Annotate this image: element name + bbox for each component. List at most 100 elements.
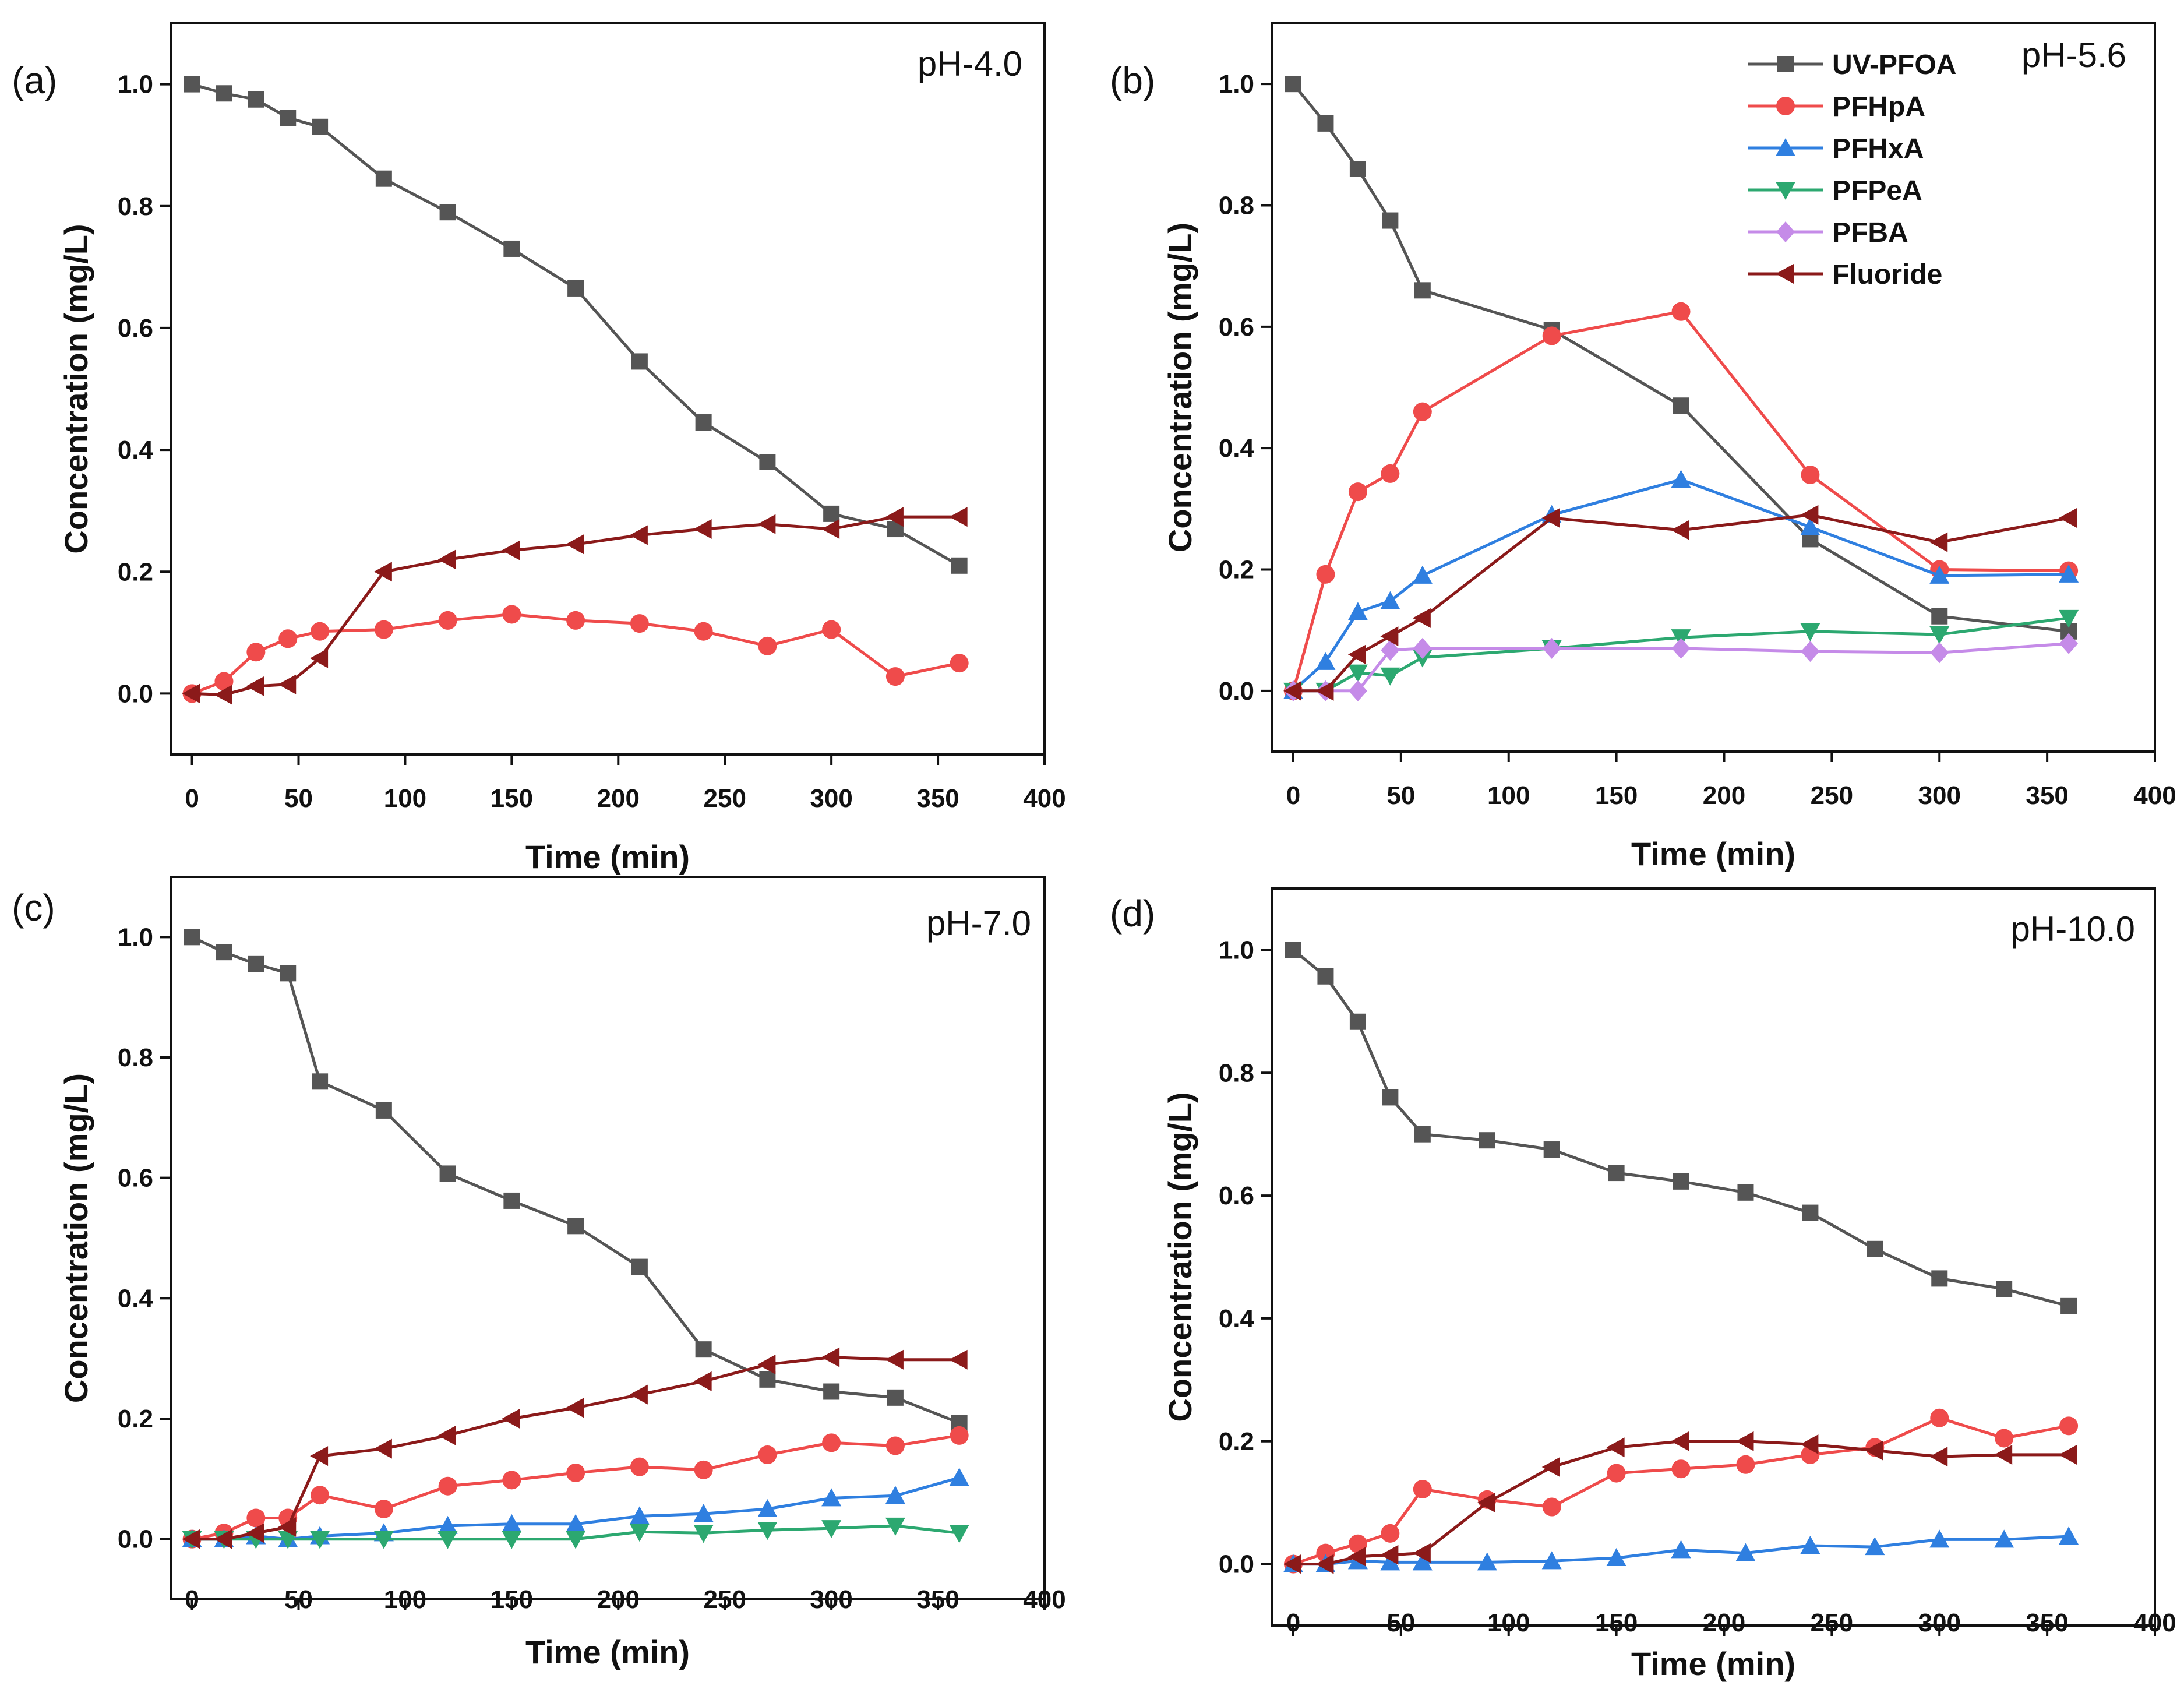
data-point-uv-pfoa bbox=[280, 965, 297, 982]
data-point-pfhxa bbox=[1865, 1537, 1885, 1556]
y-tick-label: 0.8 bbox=[1219, 192, 1254, 220]
data-point-uv-pfoa bbox=[1608, 1165, 1625, 1182]
data-point-uv-pfoa bbox=[887, 1389, 904, 1406]
data-point-pfhxa bbox=[1671, 470, 1691, 488]
series-fluoride bbox=[182, 1347, 968, 1549]
data-point-pfhpa bbox=[1413, 402, 1432, 421]
chart-title: pH-7.0 bbox=[926, 904, 1031, 943]
data-point-fluoride bbox=[182, 1529, 200, 1549]
data-point-pfhpa bbox=[1413, 1479, 1432, 1498]
x-tick-label: 400 bbox=[2133, 1609, 2176, 1637]
series-line-uv-pfoa bbox=[1292, 949, 2069, 1308]
data-point-pfpea bbox=[2059, 609, 2079, 628]
y-tick-label: 0.8 bbox=[118, 192, 153, 221]
data-point-uv-pfoa bbox=[1414, 282, 1431, 299]
data-point-uv-pfoa bbox=[1931, 608, 1948, 625]
data-point-fluoride bbox=[373, 562, 392, 582]
data-point-pfhxa bbox=[629, 1506, 650, 1525]
data-point-fluoride bbox=[246, 676, 264, 696]
x-axis-title: Time (min) bbox=[525, 1634, 690, 1670]
chart-panel-a: 0 50 100 150 200 250 300 350 400 0.0 0.2 0.4 0.6 0.8 1… bbox=[12, 22, 1066, 875]
data-point-fluoride bbox=[757, 514, 776, 534]
data-point-pfhxa bbox=[1929, 1529, 1950, 1548]
data-point-uv-pfoa bbox=[248, 91, 264, 108]
data-point-pfhxa bbox=[1541, 1551, 1562, 1570]
data-point-pfba bbox=[1348, 680, 1367, 701]
data-point-fluoride bbox=[278, 674, 297, 694]
data-point-uv-pfoa bbox=[567, 1218, 584, 1235]
x-tick-label: 350 bbox=[2026, 1609, 2068, 1637]
data-point-fluoride bbox=[278, 1517, 297, 1537]
data-point-pfhpa bbox=[694, 1460, 713, 1479]
y-axis-title: Concentration (mg/L) bbox=[58, 1073, 94, 1403]
data-point-pfhpa bbox=[311, 1486, 330, 1505]
data-point-pfhpa bbox=[1930, 1408, 1949, 1427]
data-point-pfhpa bbox=[566, 611, 585, 630]
data-point-pfhpa bbox=[1671, 302, 1691, 321]
data-point-fluoride bbox=[1671, 520, 1689, 540]
data-point-uv-pfoa bbox=[1414, 1126, 1431, 1143]
data-point-fluoride bbox=[2059, 507, 2077, 528]
x-tick-label: 250 bbox=[704, 1585, 746, 1614]
data-point-uv-pfoa bbox=[823, 1383, 840, 1400]
data-point-pfhpa bbox=[1736, 1455, 1755, 1474]
series-fluoride bbox=[1283, 1431, 2077, 1574]
x-tick-label: 250 bbox=[1811, 1609, 1853, 1637]
data-point-fluoride bbox=[310, 1446, 329, 1466]
data-point-pfhxa bbox=[757, 1499, 778, 1517]
data-point-pfpea bbox=[437, 1531, 458, 1549]
series-uv-pfoa bbox=[184, 76, 968, 574]
data-point-pfba bbox=[1413, 637, 1432, 659]
data-point-pfhxa bbox=[566, 1514, 586, 1532]
y-tick-label: 0.6 bbox=[118, 314, 153, 343]
legend-label-pfhpa: PFHpA bbox=[1832, 91, 1925, 122]
data-point-pfhpa bbox=[1348, 1534, 1367, 1553]
x-tick-label: 0 bbox=[1286, 781, 1300, 810]
x-axis-title: Time (min) bbox=[525, 838, 690, 875]
data-point-uv-pfoa bbox=[1673, 397, 1689, 414]
data-point-pfhxa bbox=[1994, 1529, 2014, 1548]
data-point-fluoride bbox=[1380, 1545, 1399, 1565]
data-point-fluoride bbox=[693, 519, 712, 540]
data-point-fluoride bbox=[949, 507, 968, 527]
data-point-uv-pfoa bbox=[1349, 1013, 1366, 1030]
x-tick-label: 400 bbox=[2133, 781, 2176, 810]
data-point-fluoride bbox=[182, 683, 200, 704]
x-axis-title: Time (min) bbox=[1631, 1645, 1795, 1682]
data-point-pfhxa bbox=[1347, 602, 1368, 620]
series-fluoride bbox=[182, 507, 968, 705]
data-point-uv-pfoa bbox=[1317, 968, 1334, 985]
data-point-pfhpa bbox=[1607, 1464, 1626, 1483]
x-tick-label: 350 bbox=[2026, 781, 2068, 810]
data-point-pfba bbox=[1930, 642, 1949, 664]
series-line-pfhxa bbox=[1292, 478, 2069, 692]
x-tick-label: 400 bbox=[1023, 1585, 1065, 1614]
y-tick-label: 0.0 bbox=[1219, 677, 1254, 706]
data-point-fluoride bbox=[629, 525, 648, 545]
y-tick-label: 0.0 bbox=[1219, 1550, 1254, 1579]
data-point-pfhpa bbox=[278, 629, 298, 648]
data-point-uv-pfoa bbox=[1543, 1141, 1560, 1158]
x-tick-label: 150 bbox=[491, 1585, 533, 1614]
x-tick-label: 150 bbox=[1595, 781, 1638, 810]
x-tick-label: 300 bbox=[810, 784, 852, 813]
data-point-pfhxa bbox=[1671, 1540, 1691, 1559]
x-tick-label: 400 bbox=[1023, 784, 1065, 813]
series-line-fluoride bbox=[1293, 513, 2069, 693]
data-point-fluoride bbox=[373, 1438, 392, 1459]
legend-label-uv-pfoa: UV-PFOA bbox=[1832, 50, 1956, 80]
data-point-uv-pfoa bbox=[695, 414, 712, 431]
chart-panel-d: 0 50 100 150 200 250 300 350 400 0.0 0.2 0.4 0.6 0.8 1… bbox=[1110, 887, 2176, 1682]
data-point-pfhpa bbox=[311, 622, 330, 641]
data-point-pfpea bbox=[949, 1525, 969, 1543]
data-point-pfhpa bbox=[1381, 1524, 1400, 1543]
data-point-pfhxa bbox=[1606, 1548, 1626, 1567]
data-point-pfhpa bbox=[630, 614, 649, 633]
y-tick-label: 0.2 bbox=[1219, 1427, 1254, 1456]
data-point-fluoride bbox=[821, 519, 840, 540]
legend-marker-pfhpa bbox=[1776, 97, 1795, 115]
data-point-pfhpa bbox=[694, 622, 713, 641]
data-point-uv-pfoa bbox=[1673, 1173, 1689, 1190]
data-point-pfhpa bbox=[822, 620, 841, 639]
data-point-fluoride bbox=[1929, 1447, 1948, 1467]
